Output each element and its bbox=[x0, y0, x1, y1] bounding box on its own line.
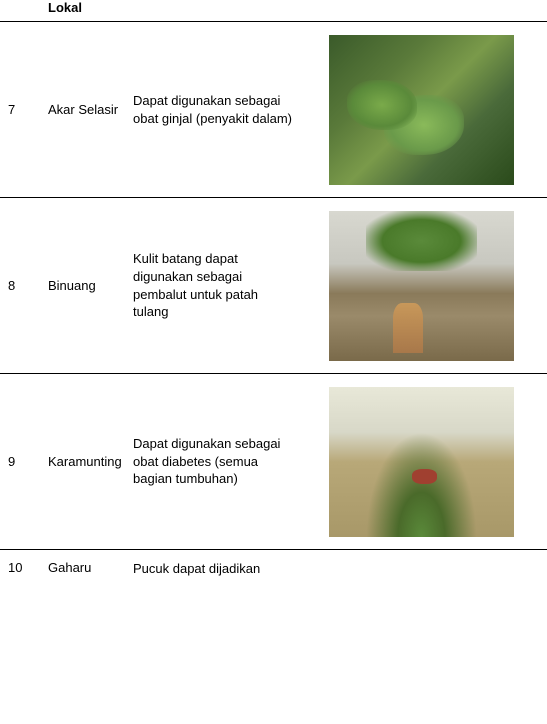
cell-no: 7 bbox=[8, 102, 48, 117]
table-row: 7 Akar Selasir Dapat digunakan sebagai o… bbox=[0, 22, 547, 197]
plant-image bbox=[329, 387, 514, 537]
plant-image bbox=[329, 35, 514, 185]
cell-lokal: Binuang bbox=[48, 278, 133, 293]
cell-lokal: Gaharu bbox=[48, 560, 133, 575]
cell-gambar bbox=[303, 387, 539, 537]
cell-kegunaan: Dapat digunakan sebagai obat diabetes (s… bbox=[133, 435, 303, 488]
cell-kegunaan: Pucuk dapat dijadikan bbox=[133, 560, 303, 578]
cell-no: 9 bbox=[8, 454, 48, 469]
cell-kegunaan: Dapat digunakan sebagai obat ginjal (pen… bbox=[133, 92, 303, 127]
cell-gambar bbox=[303, 35, 539, 185]
cell-lokal: Akar Selasir bbox=[48, 102, 133, 117]
table-row: 10 Gaharu Pucuk dapat dijadikan bbox=[0, 550, 547, 590]
table-header-row: Lokal bbox=[0, 0, 547, 21]
cell-lokal: Karamunting bbox=[48, 454, 133, 469]
cell-no: 8 bbox=[8, 278, 48, 293]
cell-gambar bbox=[303, 211, 539, 361]
table-row: 9 Karamunting Dapat digunakan sebagai ob… bbox=[0, 374, 547, 549]
cell-kegunaan: Kulit batang dapat digunakan sebagai pem… bbox=[133, 250, 303, 320]
plant-image bbox=[329, 211, 514, 361]
cell-no: 10 bbox=[8, 560, 48, 575]
header-lokal: Lokal bbox=[48, 0, 133, 15]
plant-table: Lokal 7 Akar Selasir Dapat digunakan seb… bbox=[0, 0, 547, 590]
table-row: 8 Binuang Kulit batang dapat digunakan s… bbox=[0, 198, 547, 373]
